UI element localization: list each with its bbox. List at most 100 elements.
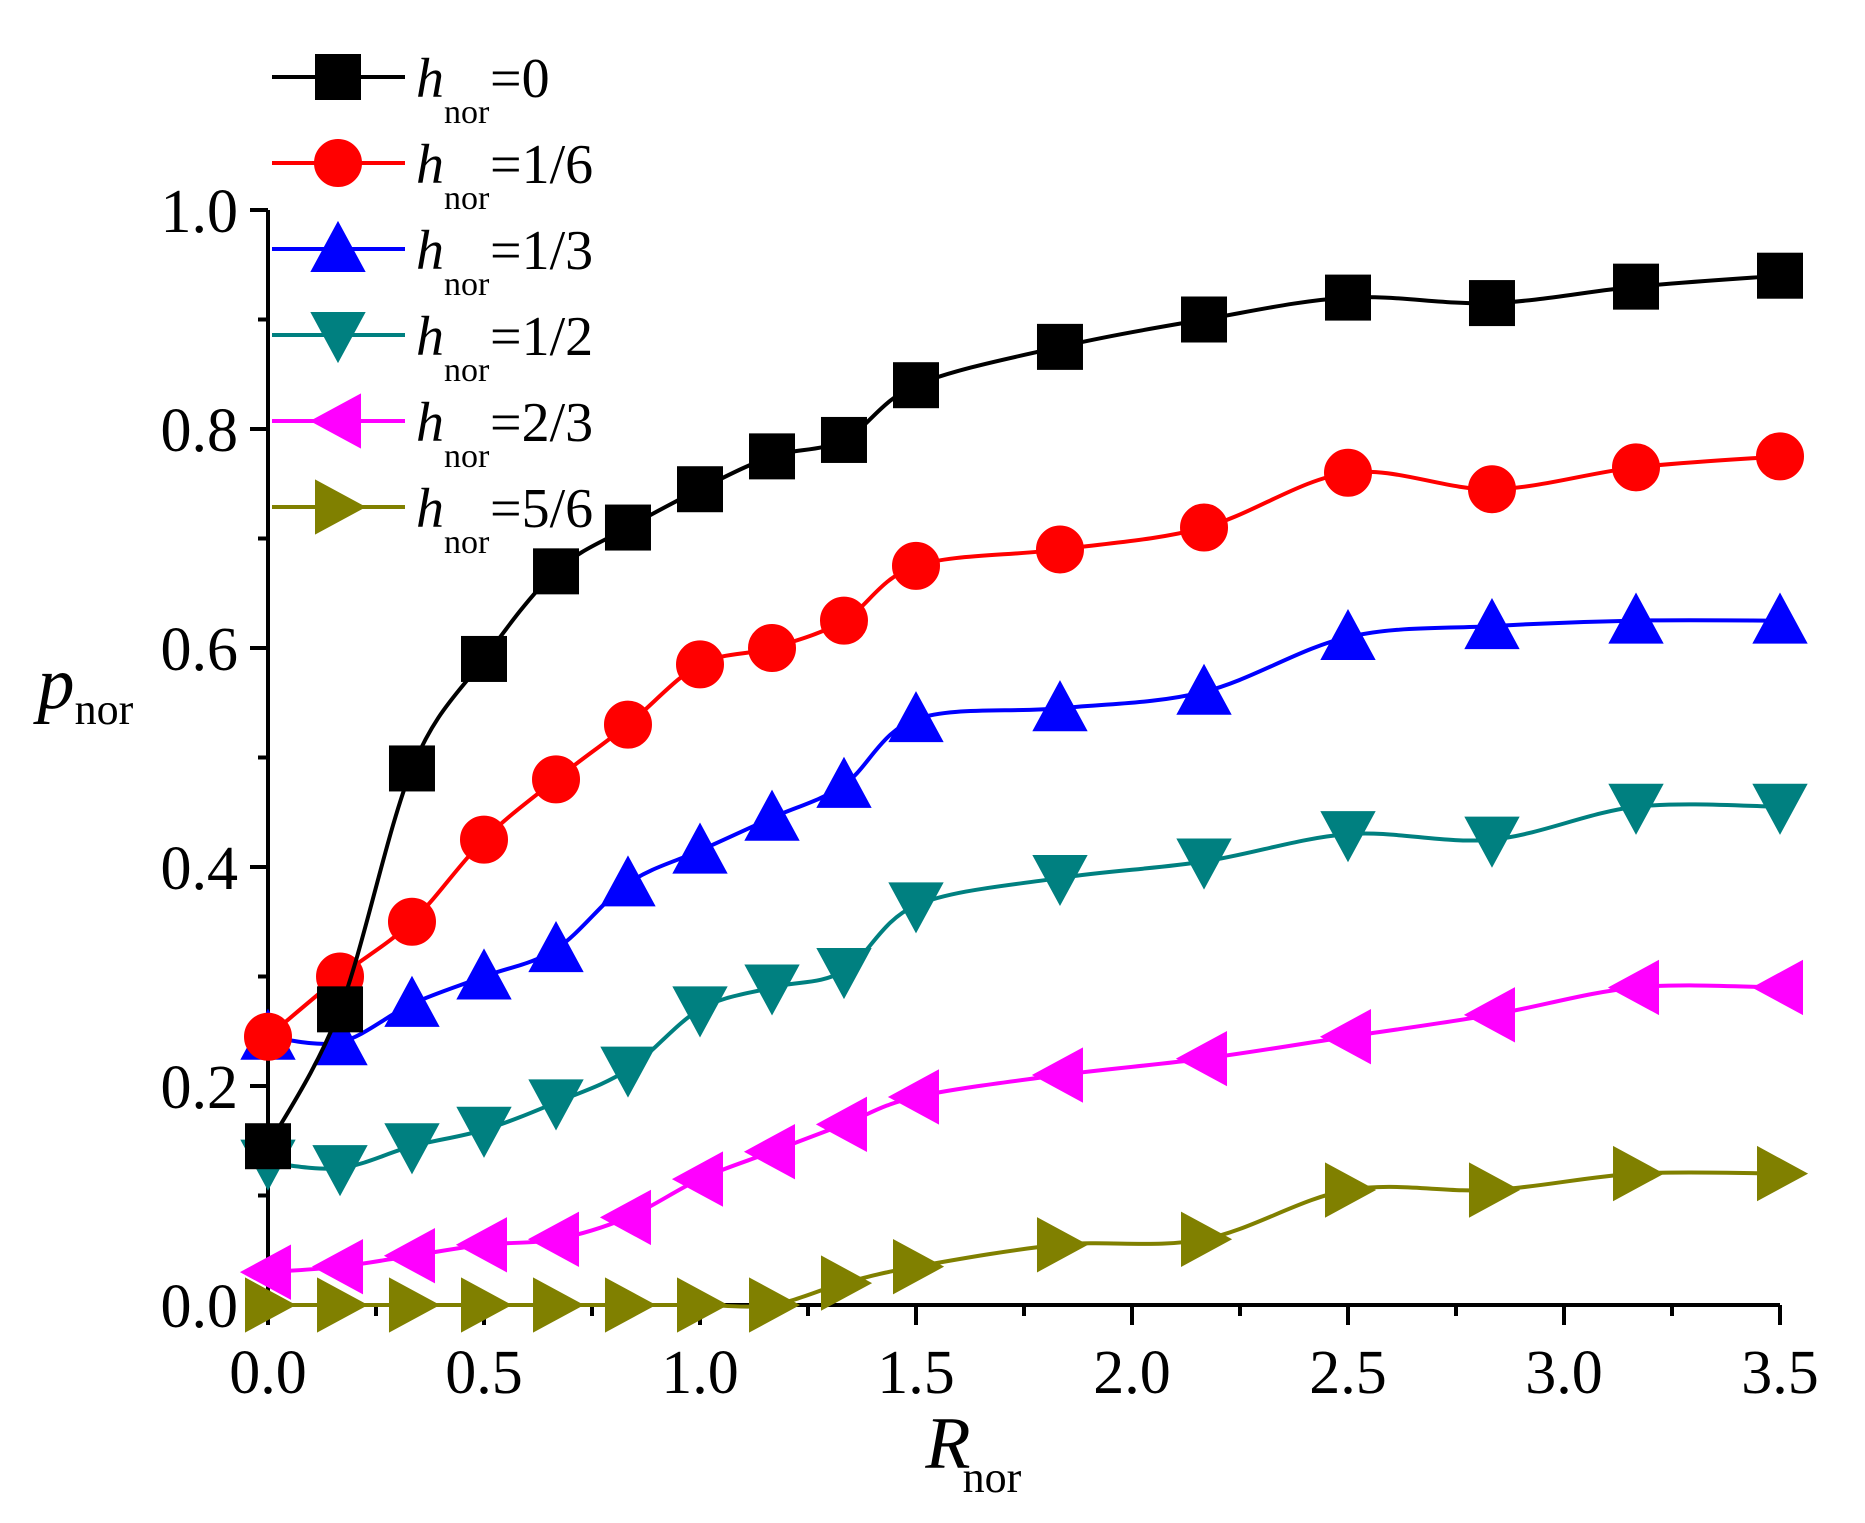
data-point — [1176, 663, 1232, 715]
x-tick-label: 3.5 — [1741, 1339, 1819, 1407]
data-point — [384, 1123, 440, 1175]
data-point — [816, 756, 872, 808]
data-point — [820, 416, 867, 463]
data-point — [528, 1079, 584, 1131]
data-point — [816, 948, 872, 1000]
data-point — [317, 1277, 369, 1333]
legend-marker — [315, 54, 361, 100]
data-point — [528, 921, 584, 973]
data-point — [600, 855, 656, 907]
data-point — [604, 1277, 657, 1333]
data-point — [1467, 465, 1516, 514]
y-tick-label: 0.0 — [161, 1273, 239, 1341]
data-point — [1325, 274, 1371, 321]
data-point — [1031, 1047, 1083, 1103]
data-point — [1032, 680, 1088, 732]
x-tick-label: 0.5 — [445, 1339, 523, 1407]
data-point — [1035, 525, 1084, 574]
data-point — [245, 1123, 291, 1170]
data-point — [387, 897, 436, 946]
data-point — [388, 745, 435, 792]
x-tick-label: 2.5 — [1309, 1339, 1387, 1407]
data-point — [1613, 263, 1660, 310]
y-tick-label: 0.8 — [161, 397, 239, 465]
data-point — [388, 1277, 441, 1333]
data-point — [311, 1238, 364, 1295]
data-point — [456, 948, 512, 1000]
data-point — [748, 624, 797, 672]
legend-label-sub: nor — [444, 266, 490, 303]
legend-label-sub: nor — [444, 180, 490, 217]
data-point — [743, 1124, 796, 1180]
data-point — [317, 986, 364, 1033]
legend-label-h: h — [416, 134, 444, 196]
legend-label-sub: nor — [444, 94, 490, 131]
series-5 — [245, 1145, 1809, 1333]
data-point — [1176, 838, 1232, 890]
legend-marker — [314, 139, 362, 187]
data-point — [1468, 280, 1515, 327]
data-point — [1757, 1145, 1809, 1202]
x-tick-label: 1.5 — [877, 1339, 955, 1407]
x-axis-title-main: R — [924, 1403, 970, 1485]
data-point — [461, 635, 507, 682]
data-point — [244, 1012, 292, 1061]
y-tick-label: 1.0 — [161, 178, 239, 246]
data-point — [1752, 783, 1808, 835]
data-point — [1751, 959, 1803, 1016]
data-point — [677, 466, 723, 513]
data-point — [603, 700, 652, 749]
data-point — [1607, 959, 1660, 1016]
y-axis-title-main: p — [33, 643, 75, 725]
y-axis-title: p nor — [33, 643, 134, 734]
legend-label-value: =1/6 — [490, 134, 593, 196]
data-point — [1324, 448, 1372, 497]
series-layer — [239, 252, 1809, 1333]
legend-label-h: h — [416, 220, 444, 282]
y-tick-label: 0.6 — [161, 616, 239, 684]
data-point — [820, 1255, 873, 1311]
legend-marker — [310, 220, 366, 272]
x-tick-label: 3.0 — [1525, 1339, 1603, 1407]
legend-label-h: h — [416, 306, 444, 368]
legend-marker — [309, 393, 361, 449]
x-tick-label: 0.0 — [229, 1339, 307, 1407]
data-point — [1613, 1145, 1665, 1202]
data-point — [1757, 252, 1803, 299]
data-point — [383, 1228, 435, 1284]
legend-label-value: =1/2 — [490, 306, 593, 368]
data-point — [749, 1277, 801, 1333]
data-point — [1181, 296, 1228, 343]
data-point — [887, 1069, 939, 1125]
data-point — [1319, 1009, 1371, 1065]
data-point — [677, 1277, 729, 1333]
data-point — [819, 596, 868, 645]
data-point — [888, 691, 944, 743]
x-axis-title: R nor — [924, 1403, 1021, 1502]
axes: 0.0 0.2 0.4 0.6 0.8 1.0 0.0 0.5 1.0 1.5 2.0 2.5 3.0 3… — [161, 178, 1819, 1407]
data-point — [456, 1106, 512, 1158]
data-point — [599, 1189, 651, 1246]
data-point — [384, 975, 440, 1027]
legend-label-h: h — [416, 478, 444, 540]
data-point — [1608, 783, 1664, 835]
data-point — [1032, 854, 1088, 907]
series-1 — [244, 432, 1804, 1061]
data-point — [1175, 1030, 1228, 1087]
x-axis-title-sub: nor — [963, 1453, 1022, 1502]
data-point — [888, 882, 944, 934]
data-point — [527, 1211, 580, 1267]
legend-marker — [310, 312, 366, 364]
y-tick-label: 0.2 — [161, 1054, 239, 1122]
legend-label-value: =5/6 — [490, 478, 593, 540]
data-point — [892, 541, 940, 590]
data-point — [1320, 608, 1376, 661]
legend-label-sub: nor — [444, 438, 490, 475]
data-point — [1036, 1217, 1089, 1273]
data-point — [676, 640, 724, 689]
data-point — [1608, 592, 1664, 644]
data-point — [749, 433, 796, 480]
data-point — [533, 1277, 585, 1333]
